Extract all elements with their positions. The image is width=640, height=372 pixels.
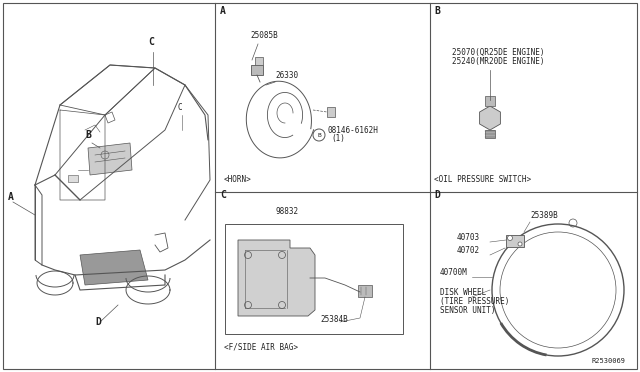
Bar xyxy=(251,65,263,75)
Text: 25085B: 25085B xyxy=(250,31,278,40)
Text: 40700M: 40700M xyxy=(440,268,468,277)
Text: B: B xyxy=(85,130,91,140)
Text: C: C xyxy=(148,37,154,47)
Polygon shape xyxy=(479,106,500,130)
Bar xyxy=(485,130,495,138)
Text: C: C xyxy=(178,103,182,112)
Text: 40702: 40702 xyxy=(457,246,480,255)
Circle shape xyxy=(508,235,513,241)
Text: B: B xyxy=(317,132,321,138)
Text: 40703: 40703 xyxy=(457,233,480,242)
Text: A: A xyxy=(8,192,14,202)
Text: 25389B: 25389B xyxy=(530,211,557,220)
Polygon shape xyxy=(238,240,315,316)
Text: C: C xyxy=(220,190,226,200)
Bar xyxy=(255,57,263,65)
Bar xyxy=(485,96,495,106)
Text: (TIRE PRESSURE): (TIRE PRESSURE) xyxy=(440,297,509,306)
Bar xyxy=(327,107,335,117)
Text: 25070(QR25DE ENGINE): 25070(QR25DE ENGINE) xyxy=(452,48,545,57)
Text: B: B xyxy=(434,6,440,16)
Text: SENSOR UNIT): SENSOR UNIT) xyxy=(440,306,495,315)
Text: D: D xyxy=(434,190,440,200)
Text: <OIL PRESSURE SWITCH>: <OIL PRESSURE SWITCH> xyxy=(434,175,531,184)
Text: A: A xyxy=(220,6,226,16)
Text: <F/SIDE AIR BAG>: <F/SIDE AIR BAG> xyxy=(224,343,298,352)
Bar xyxy=(506,235,524,247)
Text: <HORN>: <HORN> xyxy=(224,175,252,184)
Text: 26330: 26330 xyxy=(275,71,298,80)
Text: (1): (1) xyxy=(331,134,345,143)
Text: 25384B: 25384B xyxy=(320,315,348,324)
Bar xyxy=(225,224,403,334)
Text: R2530069: R2530069 xyxy=(591,358,625,364)
Text: 08146-6162H: 08146-6162H xyxy=(327,126,378,135)
Bar xyxy=(358,285,372,297)
Text: 25240(MR20DE ENGINE): 25240(MR20DE ENGINE) xyxy=(452,57,545,66)
Text: D: D xyxy=(95,317,101,327)
Circle shape xyxy=(518,242,522,246)
Text: DISK WHEEL: DISK WHEEL xyxy=(440,288,486,297)
Text: 98832: 98832 xyxy=(276,207,299,216)
Bar xyxy=(68,175,78,182)
Polygon shape xyxy=(88,143,132,175)
Polygon shape xyxy=(80,250,148,285)
